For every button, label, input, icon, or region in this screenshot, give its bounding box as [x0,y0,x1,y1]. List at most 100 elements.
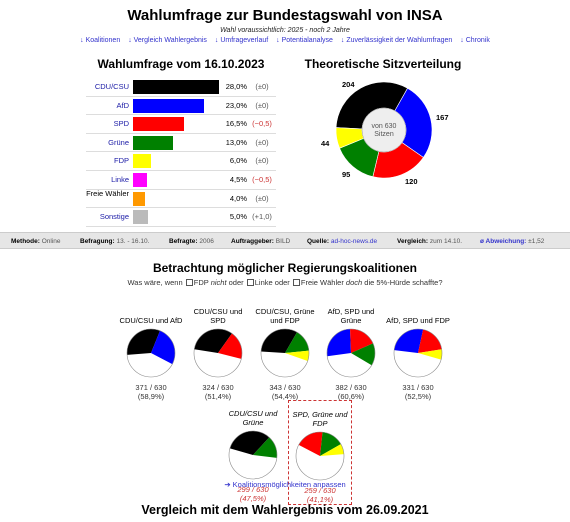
checkbox-freie-waehler[interactable] [292,279,300,286]
coalition-seat-count: 331 / 630 [402,383,434,392]
abweichung-link[interactable]: ø Abweichung: [480,238,527,245]
coalition-seats: 324 / 630 (51,4%) [186,383,250,401]
source-link[interactable]: ad-hoc-news.de [330,238,378,245]
coalition-pie [126,328,176,378]
poll-value: 4,5% [229,174,247,184]
poll-value: 28,0% [225,82,247,91]
page-subtitle: Wahl voraussichtlich: 2025 - noch 2 Jahr… [220,27,350,34]
coalition-seat-count: 324 / 630 [202,383,234,392]
poll-row: Grüne 13,0% (±0) [86,134,276,153]
coalition-card: CDU/CSU, Grüne und FDP 343 / 630 (54,4%) [253,298,317,401]
poll-bar [133,154,152,169]
coalition-pie [193,328,243,378]
coalition-pie-outline [228,430,278,480]
poll-party-name[interactable]: Sonstige [99,212,129,222]
coalition-card: AfD, SPD und Grüne 382 / 630 (60,6%) [319,298,383,401]
poll-party-name[interactable]: AfD [116,100,129,110]
coalition-seat-percent: (54,4%) [271,392,299,401]
coalition-pie-outline [326,328,376,378]
coalition-pie [260,328,310,378]
coalition-slice-fdp [285,350,309,361]
poll-change: (−0,5) [252,174,272,184]
poll-value: 13,0% [225,137,247,147]
poll-change: (±0) [255,82,269,91]
poll-row: Linke 4,5% (−0,5) [86,171,276,190]
poll-bar [133,117,184,132]
coalition-label: CDU/CSU und SPD [193,307,243,325]
poll-party-name[interactable]: CDU/CSU [94,82,129,91]
coalition-pie [228,430,278,480]
info-befragung: Befragung: 13. - 16.10. [80,238,150,245]
coalition-label: AfD, SPD und Grüne [327,307,375,325]
donut-center-text: Sitzen [374,131,394,138]
poll-change: (+1,0) [252,212,272,222]
coalition-slice-spd [218,333,242,359]
adjust-coalitions-link[interactable]: ➔ Koalitionsmöglichkeiten anpassen [224,480,346,489]
coalition-slice-cdu [229,431,270,455]
coalition-seats: 371 / 630 (58,9%) [119,383,183,401]
poll-row: Sonstige 5,0% (+1,0) [86,208,276,227]
comparison-heading: Vergleich mit dem Wahlergebnis vom 26.09… [141,503,429,517]
coalitions-heading: Betrachtung möglicher Regierungskoalitio… [152,261,418,275]
poll-info-bar: Methode: Online Befragung: 13. - 16.10. … [0,232,570,249]
coalition-card: SPD, Grüne und FDP 259 / 630 (41,1%) [288,400,352,505]
coalition-card: CDU/CSU und SPD 324 / 630 (51,4%) [186,298,250,401]
coalition-seat-percent: (51,4%) [204,392,232,401]
poll-bar [133,172,147,187]
nav-link-chronik[interactable]: ↓ Chronik [460,37,490,44]
poll-party-name[interactable]: Grüne [108,137,129,147]
coalition-slice-fdp [320,444,344,456]
coalition-seat-percent: (58,9%) [137,392,165,401]
coalition-slice-cdu [261,329,298,353]
poll-change: (±0) [255,100,269,110]
poll-party-name[interactable]: FDP [114,156,129,166]
coalition-seat-count: 259 / 630 [304,486,336,495]
checkbox-linke[interactable] [246,279,254,286]
coalition-slice-afd [327,329,351,357]
seat-label-fdp: 44 [321,139,330,148]
seat-label-gruene: 95 [342,170,351,179]
coalition-pie [295,431,345,481]
info-vergleich: Vergleich: zum 14.10. [397,238,463,245]
poll-change: (−0,5) [252,119,272,129]
nav-link-koalitionen[interactable]: ↓ Koalitionen [80,37,121,44]
nav-link-umfrageverlauf[interactable]: ↓ Umfrageverlauf [214,37,269,44]
coalition-label: CDU/CSU und Grüne [228,409,278,427]
nav-link-vergleich[interactable]: ↓ Vergleich Wahlergebnis [128,37,207,44]
coalition-slice-fdp [418,349,442,360]
nav-link-potentialanalyse[interactable]: ↓ Potentialanalyse [276,37,333,44]
seat-label-spd: 120 [405,177,418,186]
coalition-seats: 299 / 630 (47,5%) [221,485,285,503]
info-quelle: Quelle: ad-hoc-news.de [307,238,378,245]
coalition-slice-cdu [127,329,161,355]
coalition-card: CDU/CSU und Grüne 299 / 630 (47,5%) [221,400,285,503]
coalition-seats: 259 / 630 (41,1%) [289,486,351,504]
coalition-pie-outline [126,328,176,378]
coalition-pie-outline [193,328,243,378]
coalition-seat-count: 299 / 630 [237,485,269,494]
poll-row: FDP 6,0% (±0) [86,152,276,171]
coalition-slice-spd [418,329,442,353]
coalition-slice-afd [394,329,424,353]
donut-center [361,107,407,153]
poll-value: 16,5% [225,119,247,129]
coalition-slice-gru [253,437,277,458]
coalition-card: CDU/CSU und AfD 371 / 630 (58,9%) [119,298,183,401]
coalition-slice-spd [350,329,373,353]
poll-bar [133,98,204,113]
poll-party-name[interactable]: Linke [111,174,129,184]
donut-center-text: von 630 [372,123,397,130]
info-befragte: Befragte: 2006 [169,238,214,245]
coalition-slice-spd [298,432,323,456]
info-abweichung: ø Abweichung: ±1,52 [480,238,545,245]
poll-value: 23,0% [225,100,247,110]
coalition-card: AfD, SPD und FDP 331 / 630 (52,5%) [386,298,450,401]
checkbox-fdp[interactable] [185,279,193,286]
poll-party-name[interactable]: SPD [113,119,129,129]
coalition-seat-percent: (47,5%) [239,494,267,503]
coalition-slice-gru [351,343,375,366]
nav-link-zuverlaessigkeit[interactable]: ↓ Zuverlässigkeit der Wahlumfragen [340,37,453,44]
poll-value: 4,0% [229,193,247,203]
poll-heading: Wahlumfrage vom 16.10.2023 [97,57,265,71]
coalition-pie-outline [260,328,310,378]
